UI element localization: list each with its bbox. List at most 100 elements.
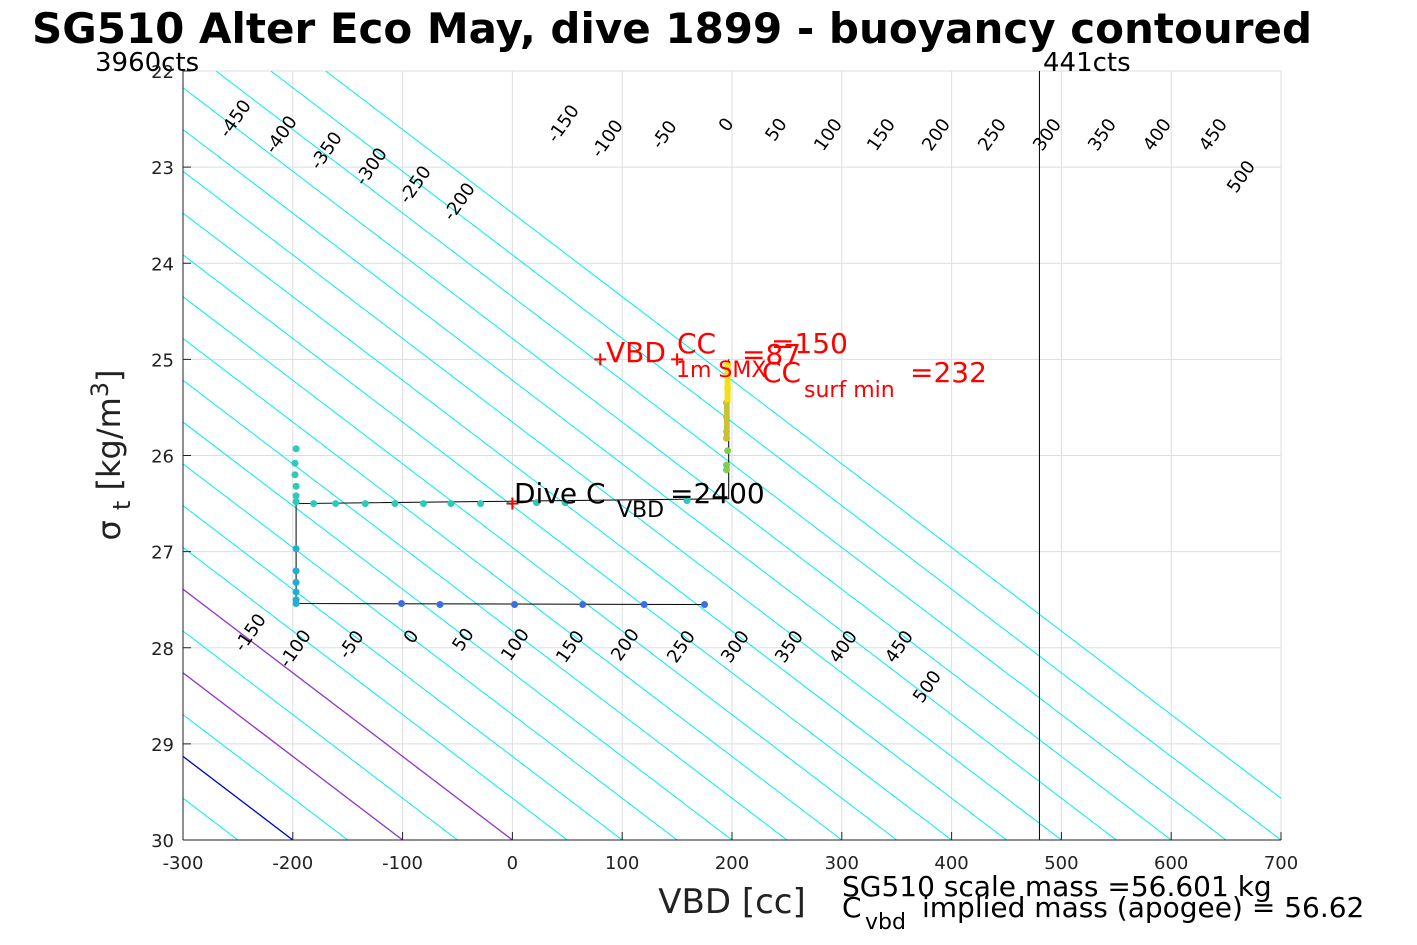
contour-label: 400 xyxy=(825,627,862,667)
contour-line xyxy=(183,546,568,840)
marker-plus xyxy=(506,497,519,510)
x-tick-label: 100 xyxy=(605,853,639,874)
scale-mass-note: SG510 scale mass =56.601 kg xyxy=(842,870,1272,903)
contour-lines xyxy=(0,71,1281,840)
implied-mass-subscript: vbd xyxy=(865,910,906,935)
data-point xyxy=(579,600,587,608)
y-tick-label: 24 xyxy=(151,254,174,275)
contour-label: -200 xyxy=(439,179,480,225)
cc-label: CC xyxy=(677,327,716,360)
cc-surf-min-label: CC xyxy=(762,356,801,389)
contour-line xyxy=(183,421,733,840)
y-tick-label: 26 xyxy=(151,447,174,468)
contour-line xyxy=(270,71,1281,840)
data-point xyxy=(436,600,444,608)
contour-label: -50 xyxy=(647,117,681,153)
y-tick-label: 29 xyxy=(151,735,174,756)
x-axis-label: VBD [cc] xyxy=(658,882,806,922)
dive-cvbd-value: =2400 xyxy=(670,477,765,510)
contour-line xyxy=(183,463,678,840)
contour-label: 250 xyxy=(974,115,1011,155)
contour-label: 150 xyxy=(552,627,589,667)
contour-line xyxy=(183,296,898,840)
left-limit-label: 3960cts xyxy=(95,48,199,78)
contour-label: -150 xyxy=(543,101,584,147)
data-point xyxy=(477,500,485,508)
marker-plus xyxy=(594,353,607,366)
x-tick-label: -300 xyxy=(163,853,204,874)
data-point xyxy=(723,461,731,469)
series-0 xyxy=(291,445,691,508)
dive-cvbd-subscript: VBD xyxy=(617,498,664,523)
data-point xyxy=(292,567,300,575)
contour-label: -400 xyxy=(261,112,302,158)
y-tick-label: 22 xyxy=(151,62,174,83)
contour-label: 100 xyxy=(497,625,534,665)
contour-line xyxy=(183,505,623,840)
contour-label: 200 xyxy=(918,115,955,155)
data-point xyxy=(292,492,300,500)
vbd-1m-value: =87 xyxy=(742,338,801,371)
data-point xyxy=(361,500,369,508)
contour-line-100 xyxy=(183,672,403,840)
contour-line xyxy=(183,87,1172,840)
x-tick-label: 600 xyxy=(1154,853,1188,874)
series-1 xyxy=(292,545,300,608)
data-point xyxy=(332,500,340,508)
contour-label: 200 xyxy=(607,625,644,665)
contour-line xyxy=(183,254,952,840)
data-point xyxy=(511,600,519,608)
y-tick-label: 25 xyxy=(151,350,174,371)
x-tick-label: 700 xyxy=(1264,853,1298,874)
contour-label: 250 xyxy=(663,627,700,667)
vbd-1m-subscript: 1m SMX xyxy=(676,358,766,383)
contour-line xyxy=(183,128,1117,840)
contour-line xyxy=(183,170,1062,840)
data-point xyxy=(561,499,569,507)
dive-cvbd-label: Dive C xyxy=(514,477,606,510)
data-point xyxy=(292,578,300,586)
implied-mass-note: implied mass (apogee) = 56.62 xyxy=(922,891,1365,924)
contour-line xyxy=(325,71,1281,799)
contour-label: -50 xyxy=(334,627,368,663)
contour-label: 350 xyxy=(771,627,808,667)
y-label-part: 3 xyxy=(86,382,114,397)
marker-plus xyxy=(671,353,684,366)
cc-value: =150 xyxy=(771,327,848,360)
contour-line xyxy=(183,630,458,840)
series-2 xyxy=(398,600,709,608)
contour-line xyxy=(0,71,18,840)
implied-mass-symbol: C xyxy=(842,891,862,924)
contour-label: 400 xyxy=(1139,115,1176,155)
x-tick-label: 200 xyxy=(715,853,749,874)
x-tick-label: 500 xyxy=(1044,853,1078,874)
data-point xyxy=(723,466,731,474)
x-tick-label: 400 xyxy=(934,853,968,874)
y-label-part: t xyxy=(108,501,136,510)
data-point xyxy=(292,498,300,506)
contour-line xyxy=(183,212,1007,840)
contour-label: -250 xyxy=(395,162,436,208)
data-point xyxy=(292,600,300,608)
x-tick-label: -100 xyxy=(382,853,423,874)
contour-line xyxy=(183,337,843,840)
y-axis-label: σ t [kg/m3] xyxy=(86,369,136,540)
contour-label: 50 xyxy=(761,114,791,145)
data-point xyxy=(291,459,299,467)
y-tick-label: 23 xyxy=(151,158,174,179)
y-tick-label: 30 xyxy=(151,831,174,852)
contour-label: 300 xyxy=(1029,115,1066,155)
contour-label: 500 xyxy=(1223,157,1260,197)
contour-label: 450 xyxy=(881,627,918,667)
right-limit-label: 441cts xyxy=(1043,48,1131,78)
contour-label: -450 xyxy=(215,96,256,142)
y-axis-label-text: σ t [kg/m3] xyxy=(86,369,136,540)
data-point xyxy=(724,447,732,455)
data-point xyxy=(391,500,399,508)
vbd-1m-label: VBD xyxy=(606,336,666,369)
x-tick-label: 300 xyxy=(825,853,859,874)
data-point xyxy=(701,600,709,608)
data-point xyxy=(292,588,300,596)
x-tick-label: -200 xyxy=(272,853,313,874)
